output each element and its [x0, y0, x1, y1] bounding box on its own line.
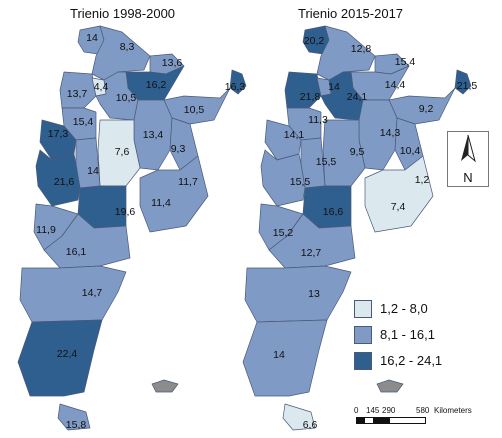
map-left	[17, 25, 247, 431]
islands-malvinas	[151, 379, 179, 393]
labels-right: 20,2 12,8 15,4 21,8 14 24,1 14,4 21,5 9,…	[273, 35, 478, 431]
labels-left: 14 8,3 13,6 4,4 13,7 10,5 16,2 16,3 10,5…	[36, 32, 245, 431]
label-salta: 12,8	[351, 43, 372, 55]
label-sanluis: 14	[87, 165, 99, 177]
label-tucuman: 14	[328, 81, 340, 93]
scale-tick-0: 0	[354, 406, 359, 415]
legend-item: 1,2 - 8,0	[354, 297, 442, 320]
legend-swatch-high	[354, 351, 372, 370]
scale-tick-290: 290	[382, 406, 396, 415]
map-title-left: Trienio 1998-2000	[70, 6, 176, 21]
legend-item: 8,1 - 16,1	[354, 323, 442, 346]
label-misiones: 16,3	[225, 81, 246, 93]
province-misiones	[454, 69, 472, 95]
north-label: N	[463, 170, 473, 185]
scale-bar-graphic	[356, 417, 426, 424]
label-sde: 24,1	[347, 91, 368, 103]
label-sanjuan: 11,3	[308, 114, 328, 126]
province-tdf	[282, 403, 316, 431]
label-rionegro: 12,7	[301, 247, 322, 259]
label-corrientes: 9,2	[419, 103, 434, 115]
legend-swatch-mid	[354, 325, 372, 344]
label-sanluis: 15,5	[316, 156, 337, 168]
province-santacruz	[242, 319, 328, 397]
province-mendoza	[260, 149, 306, 207]
label-lapampa: 16,6	[323, 206, 344, 218]
label-larioja: 15,4	[73, 116, 94, 128]
label-santafe: 13,4	[143, 129, 164, 141]
label-chubut: 13	[308, 288, 320, 300]
scale-tick-145: 145	[366, 406, 380, 415]
legend-label: 16,2 - 24,1	[380, 353, 443, 368]
label-catamarca: 13,7	[67, 88, 88, 100]
label-sde: 10,5	[116, 92, 137, 104]
province-mendoza	[35, 149, 81, 207]
label-neuquen: 15,2	[273, 227, 294, 239]
label-entrerios: 9,3	[171, 143, 186, 155]
scale-unit: Kilometers	[434, 406, 472, 415]
label-entrerios: 10,4	[400, 145, 421, 157]
province-tdf	[57, 403, 91, 431]
label-santacruz: 22,4	[57, 348, 78, 360]
label-jujuy: 20,2	[304, 35, 325, 47]
label-bsas: 7,4	[391, 201, 406, 213]
label-misiones: 21,5	[457, 80, 478, 92]
province-bsas	[139, 155, 209, 233]
province-misiones	[229, 69, 247, 95]
label-mendoza: 15,5	[290, 176, 311, 188]
legend-label: 8,1 - 16,1	[380, 327, 435, 342]
legend: 1,2 - 8,0 8,1 - 16,1 16,2 - 24,1	[354, 297, 442, 375]
label-mendoza: 21,6	[54, 176, 75, 188]
label-corrientes: 10,5	[184, 104, 205, 116]
province-chubut	[244, 265, 352, 323]
province-cordoba	[322, 119, 366, 187]
label-salta: 8,3	[120, 41, 135, 53]
label-catamarca: 21,8	[300, 91, 321, 103]
label-jujuy: 14	[86, 32, 98, 44]
label-caba: 1,2	[415, 174, 430, 186]
label-neuquen: 11,9	[36, 224, 56, 236]
label-santafe: 14,3	[380, 127, 401, 139]
label-formosa: 13,6	[162, 57, 183, 69]
label-rionegro: 16,1	[66, 246, 87, 258]
legend-label: 1,2 - 8,0	[380, 301, 428, 316]
legend-swatch-low	[354, 299, 372, 318]
province-sanluis	[75, 137, 101, 189]
label-lapampa: 19,6	[115, 206, 136, 218]
label-bsas-a: 11,7	[178, 176, 198, 188]
map-right	[242, 25, 472, 431]
label-cordoba: 7,6	[115, 146, 130, 158]
province-bsas	[364, 155, 434, 233]
label-chubut: 14,7	[82, 287, 103, 299]
label-chaco: 16,2	[146, 79, 167, 91]
north-arrow: N	[447, 131, 489, 187]
label-formosa: 15,4	[395, 56, 416, 68]
label-chaco: 14,4	[385, 79, 406, 91]
label-tdf: 15,8	[66, 419, 87, 431]
label-cordoba: 9,5	[350, 146, 365, 158]
label-santacruz: 14	[273, 349, 285, 361]
label-tdf: 6,6	[303, 419, 318, 431]
label-bsas-b: 11,4	[151, 197, 171, 209]
province-cordoba	[97, 119, 141, 187]
label-tucuman: 4,4	[94, 81, 109, 93]
map-title-right: Trienio 2015-2017	[298, 6, 404, 21]
label-larioja: 14,1	[284, 129, 305, 141]
province-santacruz	[17, 319, 103, 397]
scale-tick-580: 580	[416, 406, 430, 415]
north-arrow-icon	[461, 134, 476, 163]
scale-bar: 0 145 290 580 Kilometers	[352, 406, 488, 428]
islands-malvinas	[376, 379, 404, 393]
label-sanjuan: 17,3	[48, 128, 69, 140]
legend-item: 16,2 - 24,1	[354, 349, 442, 372]
province-chubut	[19, 265, 127, 323]
